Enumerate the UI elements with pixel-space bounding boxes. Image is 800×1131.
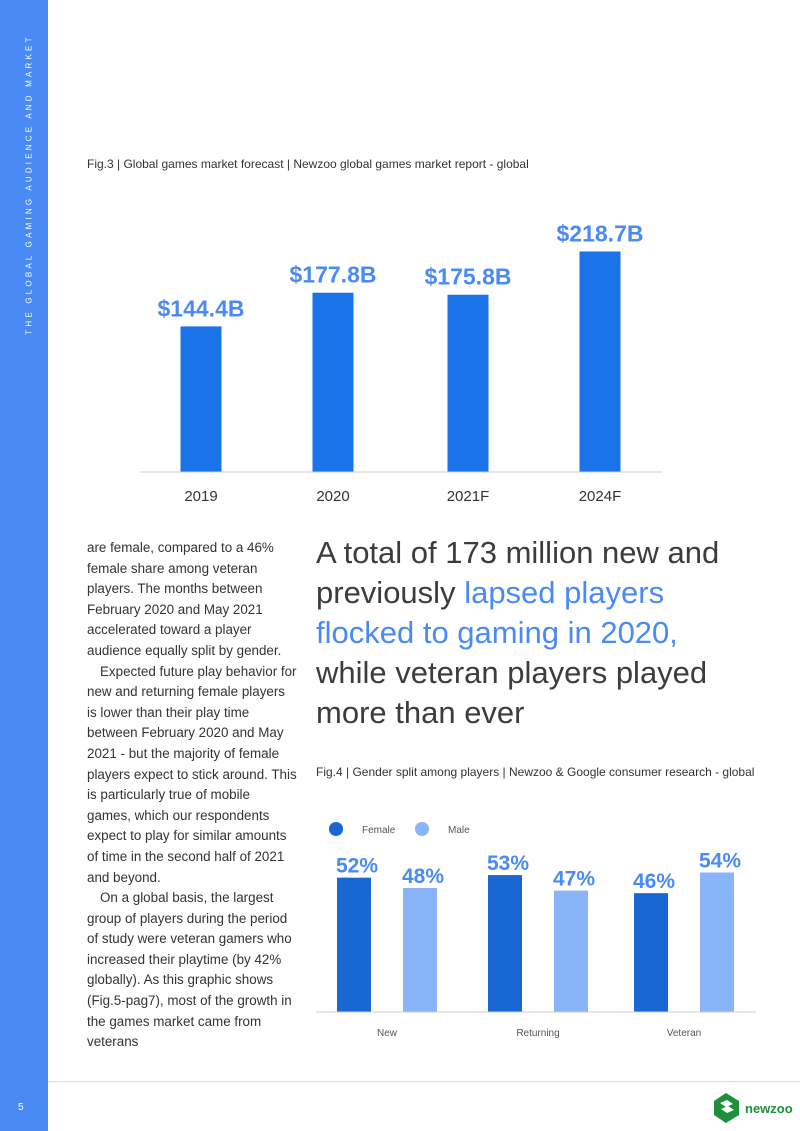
bar-2024F <box>579 251 621 472</box>
legend-label-male: Male <box>448 825 470 836</box>
tick-label-veteran: Veteran <box>667 1028 701 1039</box>
bar-new-female <box>337 877 371 1012</box>
fig3-caption: Fig.3 | Global games market forecast | N… <box>87 157 529 171</box>
data-label-2020: $177.8B <box>290 262 377 288</box>
data-label-returning-female: 53% <box>487 852 529 875</box>
data-label-2021F: $175.8B <box>425 264 512 290</box>
pull-quote-part-1: A total of 173 million new and previousl… <box>316 535 720 610</box>
tick-label-2020: 2020 <box>316 488 349 505</box>
pull-quote: A total of 173 million new and previousl… <box>316 533 756 733</box>
legend-label-female: Female <box>362 825 396 836</box>
newzoo-logo: newzoo <box>712 1091 793 1125</box>
bar-2021F <box>447 294 489 472</box>
body-text: are female, compared to a 46% female sha… <box>87 538 297 1053</box>
data-label-2024F: $218.7B <box>557 220 644 246</box>
newzoo-logo-text: newzoo <box>745 1100 793 1116</box>
gender-split-chart: Female Male 52% 48% New 53% 47% Returning 46% 54%… <box>316 822 756 1039</box>
data-label-2019: $144.4B <box>158 295 245 321</box>
pull-quote-part-2: while veteran players played more than e… <box>316 655 708 730</box>
tick-label-2024F: 2024F <box>579 488 622 505</box>
data-label-returning-male: 47% <box>553 868 595 891</box>
tick-label-returning: Returning <box>516 1028 559 1039</box>
bar-veteran-male <box>700 872 734 1012</box>
bar-returning-female <box>488 875 522 1012</box>
data-label-veteran-female: 46% <box>633 870 675 893</box>
data-label-new-female: 52% <box>336 855 378 878</box>
bar-new-male <box>403 888 437 1012</box>
data-label-veteran-male: 54% <box>699 850 741 873</box>
body-paragraph-2: Expected future play behavior for new an… <box>87 663 297 885</box>
fig4-caption: Fig.4 | Gender split among players | New… <box>316 765 755 779</box>
data-label-new-male: 48% <box>402 865 444 888</box>
body-paragraph-1: are female, compared to a 46% female sha… <box>87 540 282 658</box>
bar-2020 <box>312 292 354 472</box>
market-forecast-chart: $144.4B 2019 $177.8B 2020 $175.8B 2021F $218.7… <box>140 220 662 505</box>
pull-quote-highlight: lapsed players flocked to gaming in 2020… <box>316 575 678 650</box>
footer-divider <box>48 1081 800 1082</box>
tick-label-2021F: 2021F <box>447 488 490 505</box>
bar-veteran-female <box>634 893 668 1012</box>
tick-label-2019: 2019 <box>184 488 217 505</box>
bar-returning-male <box>554 890 588 1012</box>
sidebar-title: THE GLOBAL GAMING AUDIENCE AND MARKET <box>23 34 35 334</box>
newzoo-logo-icon <box>714 1093 739 1123</box>
body-paragraph-3: On a global basis, the largest group of … <box>87 890 292 1050</box>
bar-2019 <box>180 326 222 472</box>
tick-label-new: New <box>377 1028 398 1039</box>
sidebar-title-text: THE GLOBAL GAMING AUDIENCE AND MARKET <box>24 33 34 335</box>
legend-swatch-female <box>329 822 343 836</box>
page-number: 5 <box>18 1102 24 1113</box>
sidebar: THE GLOBAL GAMING AUDIENCE AND MARKET 5 <box>0 0 48 1131</box>
legend-swatch-male <box>415 822 429 836</box>
